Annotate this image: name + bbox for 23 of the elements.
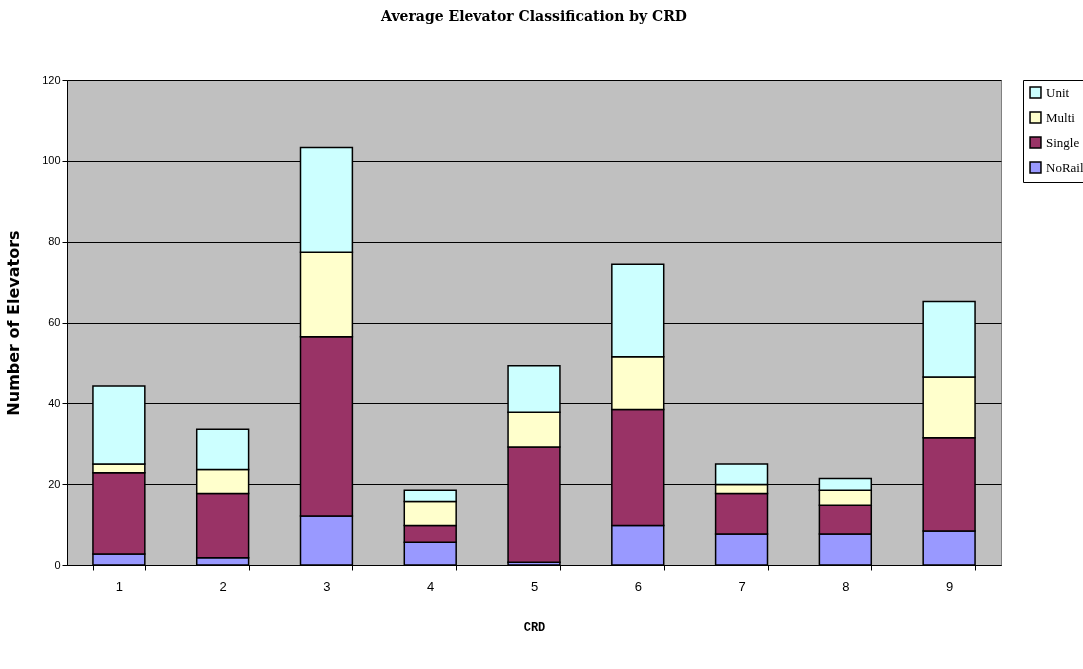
y-axis-title: Number of Elevators: [4, 230, 24, 416]
x-tick-label: 6: [634, 578, 642, 594]
x-tick-label: 7: [738, 578, 746, 594]
x-tick-label: 8: [842, 578, 850, 594]
x-axis-title: CRD: [523, 620, 546, 635]
y-tick-label: 40: [48, 396, 61, 409]
x-tick-label: 2: [219, 578, 227, 594]
x-tick-label: 4: [427, 578, 435, 594]
legend-label: NoRail: [1046, 159, 1083, 175]
y-tick-label: 60: [48, 316, 61, 328]
legend-label: Unit: [1046, 84, 1070, 100]
chart-title: Average Elevator Classification by CRD: [380, 8, 687, 24]
y-tick-label: 120: [42, 73, 61, 86]
y-tick-label: 0: [54, 558, 61, 571]
x-tick-label: 1: [115, 578, 124, 594]
x-tick-label: 3: [323, 578, 331, 594]
y-tick-label: 80: [48, 235, 61, 248]
x-tick-label: 9: [945, 578, 954, 594]
x-tick-label: 5: [530, 578, 539, 594]
legend-label: Single: [1046, 134, 1080, 150]
y-tick-label: 20: [48, 477, 61, 490]
y-tick-label: 100: [42, 154, 61, 167]
legend-label: Multi: [1046, 109, 1076, 125]
